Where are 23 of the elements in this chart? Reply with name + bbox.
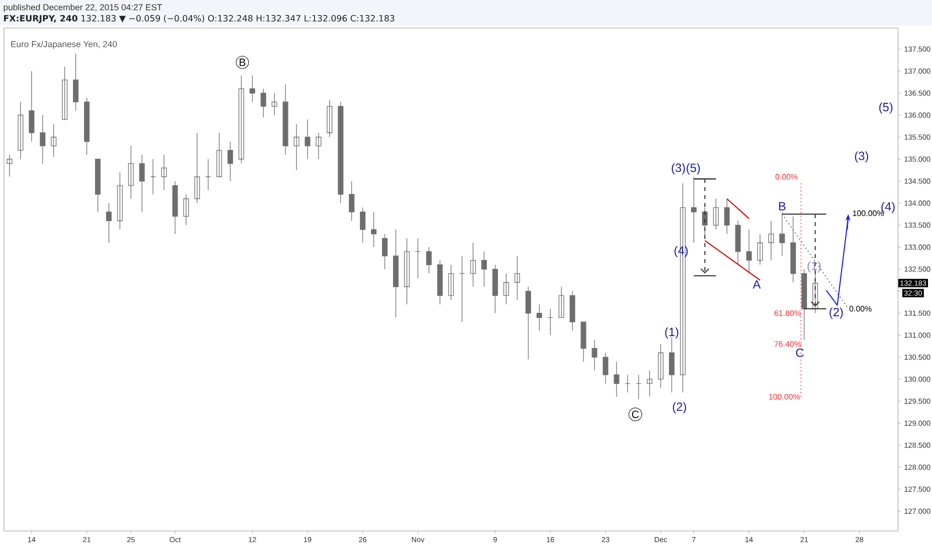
annotation: (1)	[665, 327, 678, 339]
annotation: (1)	[808, 261, 821, 273]
annotation: C	[796, 348, 804, 358]
text: published December 22, 2015 04:27 EST	[4, 4, 162, 12]
annotation: (4)	[881, 202, 895, 214]
annotation: (2)	[672, 402, 686, 414]
annotation: 100.00%	[769, 394, 800, 400]
annotation: (3)	[672, 163, 685, 174]
annotation: 0.00%	[849, 306, 872, 312]
annotation: (3)	[855, 151, 868, 163]
annotation: A	[752, 280, 761, 288]
text: Euro Fx/Japanese Yen, 240	[11, 40, 117, 49]
annotation: B	[779, 202, 786, 210]
annotation: (5)	[879, 102, 892, 114]
annotation: 100.00%	[853, 210, 884, 216]
annotation: 0.00%	[776, 174, 798, 180]
annotation: C	[632, 410, 639, 418]
annotation: B	[240, 58, 246, 66]
annotation: 61.80%	[774, 310, 801, 316]
annotation: (2)	[830, 308, 843, 319]
chart-subtitle: FX:EURJPY, 240 132.183 ▼ −0.059 (−0.04%) O:132.248 H:132.347 L:132.096 C:132.183	[4, 14, 394, 24]
annotation: (5)	[686, 163, 700, 174]
annotation: 76.40%	[774, 341, 801, 347]
